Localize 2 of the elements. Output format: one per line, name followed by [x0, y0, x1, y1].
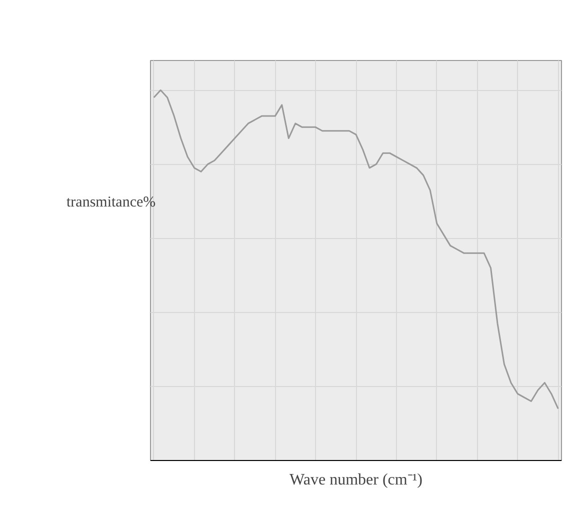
y-axis-title: transmitance% [66, 194, 156, 210]
x-axis-title: Wave number (cm⁻¹) [290, 472, 422, 488]
